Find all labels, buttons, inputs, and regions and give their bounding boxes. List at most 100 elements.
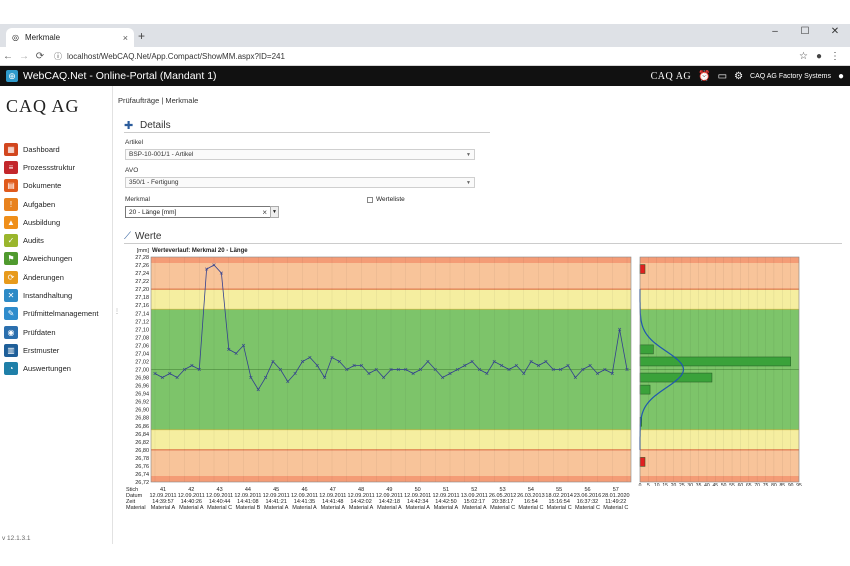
table-column: 47 12.09.2011 14:41:48 Material A bbox=[317, 487, 349, 511]
chart-title: Werteverlauf: Merkmal 20 - Länge bbox=[152, 248, 248, 254]
sidebar-item-2[interactable]: ▤ Dokumente bbox=[4, 177, 112, 195]
close-window-button[interactable]: ✕ bbox=[830, 26, 840, 37]
data-point bbox=[315, 363, 319, 368]
printer-icon[interactable]: ▭ bbox=[717, 70, 728, 82]
info-icon[interactable]: ⓘ bbox=[54, 51, 62, 61]
alarm-clock-icon[interactable]: ⏰ bbox=[698, 70, 711, 82]
data-point bbox=[603, 367, 607, 372]
maximize-button[interactable]: ☐ bbox=[800, 26, 810, 37]
run-chart-frame bbox=[150, 256, 632, 483]
run-chart-zone-edge-top bbox=[151, 257, 631, 263]
minimize-button[interactable]: – bbox=[772, 26, 778, 37]
table-cell-stich: 42 bbox=[188, 487, 195, 493]
sidebar: CAQ AG ▦ Dashboard ≡ Prozessstruktur ▤ Dokume… bbox=[0, 86, 113, 544]
artikel-select[interactable]: BSP-10-001/1 - Artikel ▼ bbox=[125, 149, 475, 160]
table-cell-datum: 18.02.2014 bbox=[545, 493, 573, 500]
sidebar-item-12[interactable]: ◔ Auswertungen bbox=[4, 360, 112, 378]
data-point bbox=[382, 375, 386, 380]
table-cell-stich: 51 bbox=[442, 487, 450, 493]
app-header: ⊕ WebCAQ.Net - Online-Portal (Mandant 1)… bbox=[0, 66, 850, 86]
table-cell-material: Material C bbox=[603, 505, 629, 512]
data-point bbox=[595, 371, 600, 376]
table-cell-datum: 12.09.2011 bbox=[149, 493, 177, 500]
sidebar-item-3[interactable]: ! Aufgaben bbox=[4, 195, 112, 213]
version-label: v 12.1.3.1 bbox=[2, 535, 31, 542]
tab-close-icon[interactable]: × bbox=[122, 32, 128, 43]
sidebar-item-1[interactable]: ≡ Prozessstruktur bbox=[4, 158, 112, 176]
data-point bbox=[330, 355, 334, 360]
clear-icon[interactable]: × bbox=[262, 207, 267, 217]
werteliste-toggle[interactable]: Werteliste bbox=[367, 196, 405, 203]
data-point bbox=[551, 367, 555, 372]
sidebar-item-4[interactable]: ▲ Ausbildung bbox=[4, 213, 112, 231]
forward-icon[interactable]: → bbox=[19, 50, 29, 62]
y-tick-label: 26,94 bbox=[135, 392, 149, 398]
new-tab-button[interactable]: + bbox=[138, 29, 146, 43]
table-cell-material: Material A bbox=[320, 505, 346, 512]
data-point bbox=[160, 375, 164, 380]
data-point bbox=[610, 371, 614, 376]
sidebar-item-7[interactable]: ⟳ Änderungen bbox=[4, 268, 112, 286]
sidebar-item-6[interactable]: ⚑ Abweichungen bbox=[4, 250, 112, 268]
sidebar-item-label: Instandhaltung bbox=[23, 291, 73, 301]
table-column: 52 13.09.2011 15:02:17 Material A bbox=[458, 487, 490, 511]
table-cell-stich: 41 bbox=[159, 487, 167, 493]
address-bar[interactable]: ⓘ localhost/WebCAQ.Net/App.Compact/ShowM… bbox=[54, 51, 285, 62]
profile-icon[interactable]: ● bbox=[815, 50, 822, 62]
table-row-labels: Stich Datum Zeit Material bbox=[126, 487, 146, 511]
sidebar-item-label: Prozessstruktur bbox=[23, 162, 76, 172]
histogram-x-tick: 70 bbox=[754, 483, 760, 486]
sidebar-item-11[interactable]: ▥ Erstmuster bbox=[4, 341, 112, 359]
sidebar-item-icon: ✎ bbox=[4, 307, 18, 321]
werteliste-checkbox[interactable] bbox=[367, 196, 373, 203]
sidebar-item-0[interactable]: ▦ Dashboard bbox=[4, 140, 112, 158]
company-logo: CAQ AG bbox=[6, 96, 80, 117]
histogram-x-tick: 10 bbox=[654, 483, 660, 486]
histogram-x-tick: 5 bbox=[647, 483, 650, 486]
table-cell-datum: 12.09.2011 bbox=[347, 493, 375, 500]
y-tick-label: 27,26 bbox=[135, 263, 149, 269]
details-title: Details bbox=[140, 120, 171, 131]
werte-section-header: ⟋ Werte bbox=[124, 230, 842, 244]
table-cell-stich: 43 bbox=[216, 487, 223, 493]
back-icon[interactable]: ← bbox=[3, 50, 13, 62]
data-point bbox=[492, 359, 496, 364]
sidebar-item-label: Abweichungen bbox=[23, 254, 73, 264]
y-tick-label: 27,28 bbox=[135, 255, 149, 261]
user-icon[interactable]: ● bbox=[837, 70, 844, 82]
bookmark-star-icon[interactable]: ☆ bbox=[798, 50, 808, 62]
chevron-down-icon: ▼ bbox=[272, 209, 277, 215]
sidebar-item-10[interactable]: ◉ Prüfdaten bbox=[4, 323, 112, 341]
table-cell-datum: 12.09.2011 bbox=[319, 493, 347, 500]
y-tick-label: 27,10 bbox=[135, 327, 149, 333]
tab-title: Merkmale bbox=[24, 33, 61, 42]
table-cell-zeit: 16:54 bbox=[524, 499, 538, 506]
table-cell-datum: 28.01.2020 bbox=[602, 493, 630, 500]
sidebar-item-5[interactable]: ✓ Audits bbox=[4, 231, 112, 249]
histogram-x-tick: 15 bbox=[662, 483, 668, 486]
sidebar-item-8[interactable]: ✕ Instandhaltung bbox=[4, 286, 112, 304]
table-column: 46 12.09.2011 14:41:35 Material A bbox=[289, 487, 321, 511]
reload-icon[interactable]: ⟳ bbox=[35, 50, 45, 62]
gear-icon[interactable]: ⚙ bbox=[734, 70, 744, 82]
avo-label: AVO bbox=[125, 167, 139, 174]
table-cell-datum: 12.09.2011 bbox=[375, 493, 403, 500]
splitter-handle[interactable]: ⋮ bbox=[114, 309, 120, 315]
details-section-header: ✚ Details bbox=[124, 119, 490, 133]
sidebar-item-icon: ≡ bbox=[4, 160, 18, 174]
merkmal-dropdown-button[interactable]: ▼ bbox=[270, 206, 279, 218]
y-tick-label: 26,80 bbox=[135, 448, 149, 454]
browser-tab[interactable]: ◎ Merkmale × bbox=[6, 28, 134, 47]
data-point bbox=[345, 367, 349, 372]
data-point bbox=[404, 367, 408, 372]
avo-select[interactable]: 350/1 - Fertigung ▼ bbox=[125, 177, 475, 188]
data-point bbox=[323, 375, 327, 380]
histogram-x-tick: 40 bbox=[704, 483, 710, 486]
histogram-x-tick: 0 bbox=[639, 483, 642, 486]
y-tick-label: 27,18 bbox=[135, 295, 149, 301]
table-column: 44 12.09.2011 14:41:08 Material B bbox=[232, 487, 264, 511]
sidebar-item-9[interactable]: ✎ Prüfmittelmanagement bbox=[4, 305, 112, 323]
browser-menu-icon[interactable]: ⋮ bbox=[830, 50, 840, 62]
merkmal-input[interactable]: 20 - Länge [mm] × bbox=[125, 206, 271, 218]
table-cell-zeit: 14:41:48 bbox=[322, 499, 344, 506]
